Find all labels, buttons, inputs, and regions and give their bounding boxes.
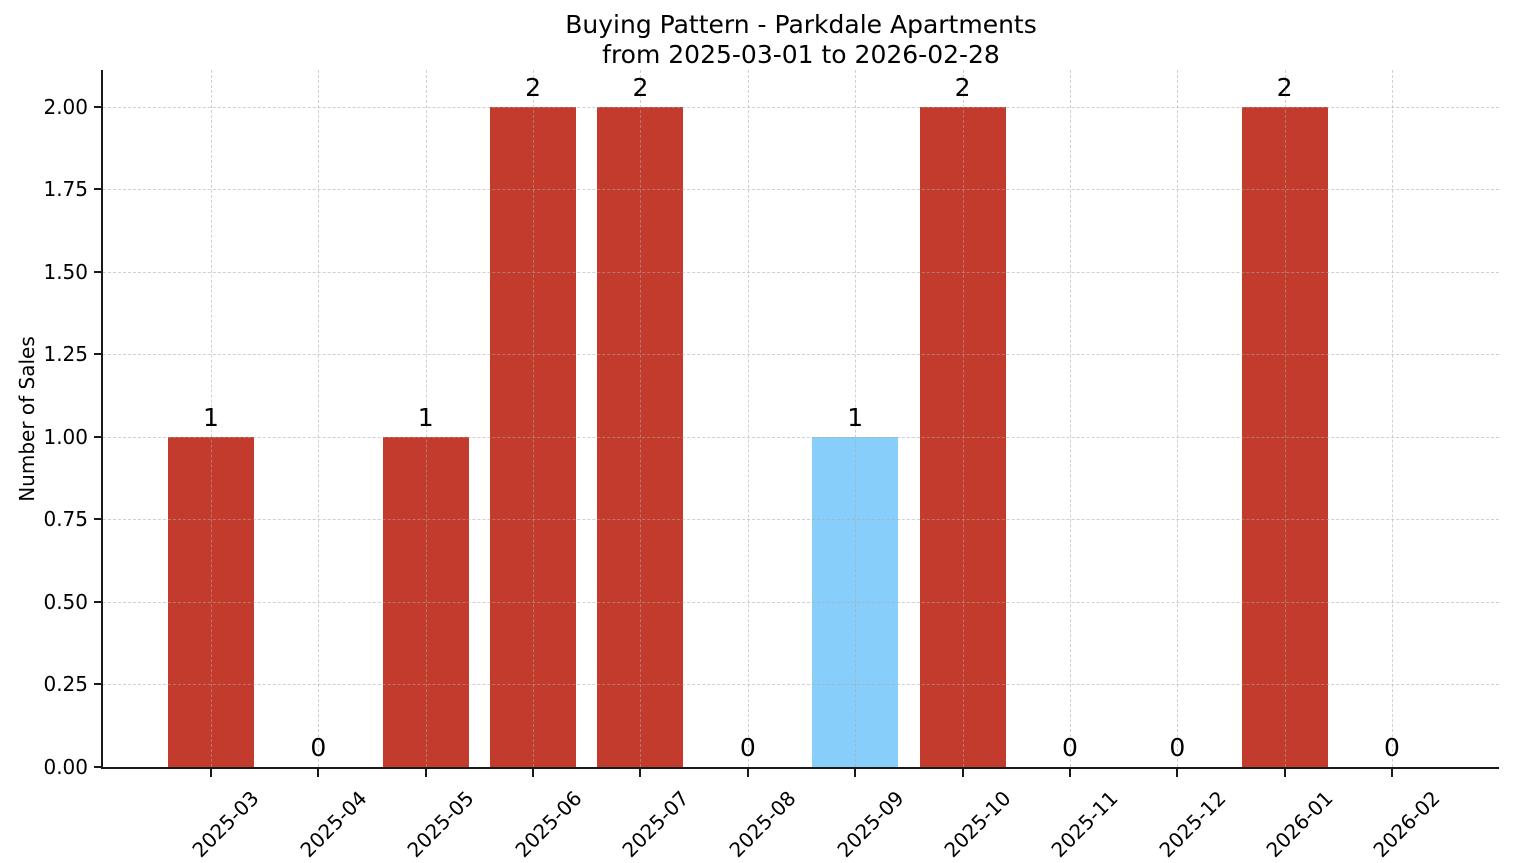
y-tick-label-0.25: 0.25	[43, 672, 88, 697]
y-tick-label-1.50: 1.50	[43, 259, 88, 284]
y-tick-mark-0.50	[94, 600, 103, 603]
y-tick-label-0.75: 0.75	[43, 507, 88, 532]
x-tick-label-2025-11: 2025-11	[1046, 786, 1123, 863]
bar-value-label-2025-03: 1	[203, 402, 219, 432]
y-tick-mark-1.50	[94, 270, 103, 273]
y-tick-label-1.25: 1.25	[43, 342, 88, 367]
y-tick-label-1.00: 1.00	[43, 424, 88, 449]
y-tick-mark-2.00	[94, 105, 103, 108]
x-tick-mark-2025-08	[746, 769, 749, 777]
x-tick-mark-2025-09	[854, 769, 857, 777]
y-tick-mark-1.00	[94, 435, 103, 438]
gridline-horizontal-0.50	[103, 601, 1499, 603]
bar-value-label-2025-08: 0	[739, 733, 756, 762]
x-tick-mark-2025-05	[424, 769, 427, 777]
chart-title: Buying Pattern - Parkdale Apartments fro…	[103, 10, 1499, 70]
gridline-vertical-2025-03	[211, 70, 212, 767]
gridline-vertical-2025-07	[640, 70, 642, 767]
bar-value-labels-layer: 1 0 1 2 2 0 1 2 0 0 2 0	[103, 70, 1499, 767]
x-tick-label-2025-03: 2025-03	[187, 786, 264, 863]
gridline-horizontal-1.75	[103, 189, 1499, 191]
bar-value-label-2025-05: 1	[417, 402, 434, 432]
x-tick-mark-2025-12	[1176, 769, 1179, 777]
gridline-horizontal-0.25	[103, 684, 1499, 686]
chart-title-line2: from 2025-03-01 to 2026-02-28	[602, 40, 1000, 69]
x-tick-label-2025-06: 2025-06	[509, 786, 587, 863]
x-tick-mark-2025-11	[1068, 769, 1071, 777]
x-tick-label-2025-08: 2025-08	[724, 786, 801, 863]
y-tick-label-0.50: 0.50	[43, 589, 88, 614]
gridline-vertical-2025-10	[962, 70, 964, 767]
bar-value-label-2026-02: 0	[1384, 733, 1400, 762]
x-tick-mark-2025-06	[532, 769, 535, 777]
gridline-horizontal-0.75	[103, 519, 1499, 521]
x-tick-label-2025-12: 2025-12	[1154, 786, 1231, 863]
x-tick-mark-2025-07	[639, 769, 642, 777]
x-tick-label-2025-04: 2025-04	[295, 786, 372, 863]
bar-value-label-2026-01: 2	[1276, 72, 1293, 102]
y-tick-mark-0.25	[94, 683, 103, 686]
gridline-horizontal-2.00	[103, 106, 1499, 108]
bar-value-label-2025-06: 2	[525, 72, 542, 102]
x-tick-label-2026-01: 2026-01	[1261, 786, 1338, 863]
bar-value-label-2025-12: 0	[1169, 733, 1186, 762]
chart-title-line1: Buying Pattern - Parkdale Apartments	[565, 10, 1037, 39]
plot-area: 1 0 1 2 2 0 1 2 0 0 2 0	[103, 70, 1499, 767]
x-tick-label-2025-05: 2025-05	[402, 786, 479, 863]
y-tick-mark-1.25	[94, 353, 103, 356]
y-tick-label-2.00: 2.00	[43, 94, 88, 119]
bar-value-label-2025-04: 0	[310, 733, 327, 762]
y-axis-spine	[101, 70, 103, 769]
bar-value-label-2025-09: 1	[847, 402, 864, 432]
gridline-horizontal-1.50	[103, 271, 1499, 273]
y-tick-mark-1.75	[94, 188, 103, 191]
y-tick-label-1.75: 1.75	[43, 177, 88, 202]
x-tick-mark-2026-01	[1283, 769, 1286, 777]
gridline-horizontal-1.00	[103, 436, 1499, 438]
x-tick-mark-2025-03	[210, 769, 212, 777]
gridlines-layer	[103, 70, 1499, 767]
y-tick-mark-0.00	[94, 766, 103, 768]
x-axis-spine	[101, 767, 1499, 769]
bar-value-label-2025-11: 0	[1061, 733, 1078, 762]
gridline-vertical-2026-02	[1392, 70, 1393, 767]
gridline-vertical-2025-06	[533, 70, 535, 767]
x-tick-label-2025-09: 2025-09	[832, 786, 909, 863]
bar-value-label-2025-07: 2	[632, 72, 649, 102]
y-tick-mark-0.75	[94, 518, 103, 521]
gridline-vertical-2026-01	[1284, 70, 1286, 767]
x-tick-label-2025-07: 2025-07	[617, 786, 694, 863]
y-tick-label-0.00: 0.00	[43, 755, 88, 779]
gridline-vertical-2025-12	[1177, 70, 1179, 767]
x-tick-mark-2026-02	[1391, 769, 1393, 777]
gridline-horizontal-1.25	[103, 354, 1499, 356]
gridline-vertical-2025-09	[855, 70, 857, 767]
gridline-vertical-2025-04	[318, 70, 320, 767]
gridline-vertical-2025-11	[1069, 70, 1071, 767]
x-tick-mark-2025-04	[317, 769, 320, 777]
x-tick-label-2026-02: 2026-02	[1368, 786, 1445, 863]
x-tick-label-2025-10: 2025-10	[939, 786, 1016, 863]
gridline-vertical-2025-08	[747, 70, 749, 767]
bar-value-label-2025-10: 2	[954, 72, 971, 102]
x-tick-mark-2025-10	[961, 769, 964, 777]
gridline-vertical-2025-05	[425, 70, 427, 767]
